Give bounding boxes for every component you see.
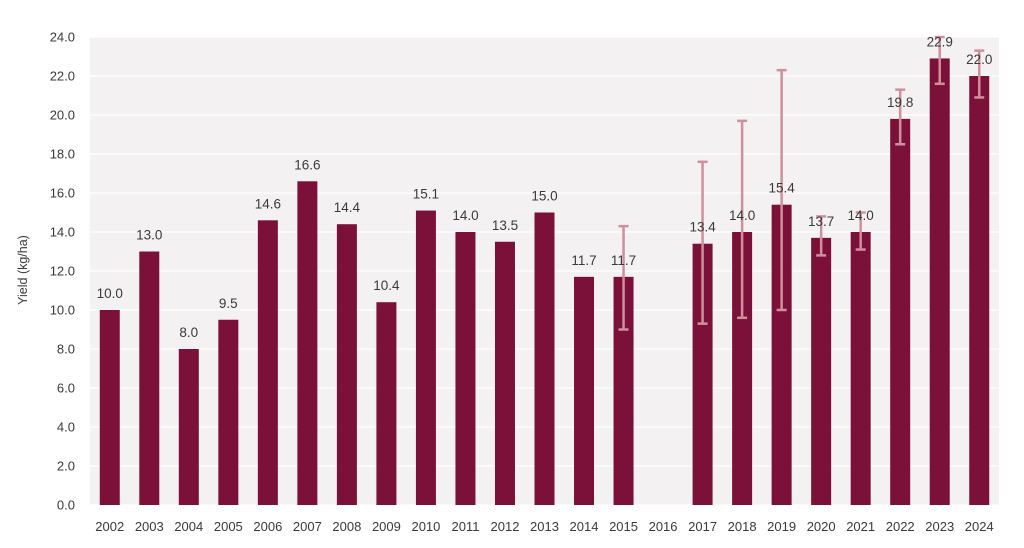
y-tick-label: 0.0 [57, 498, 75, 513]
x-tick-label: 2021 [846, 519, 875, 534]
x-tick-label: 2008 [332, 519, 361, 534]
x-tick-label: 2020 [807, 519, 836, 534]
x-tick-label: 2022 [886, 519, 915, 534]
x-tick-label: 2003 [135, 519, 164, 534]
x-tick-label: 2006 [253, 519, 282, 534]
bar-2010 [415, 210, 436, 506]
data-label-2015: 11.7 [611, 253, 636, 268]
bars [99, 58, 990, 506]
data-label-2004: 8.0 [179, 325, 198, 340]
y-tick-label: 8.0 [57, 342, 75, 357]
bar-2024 [969, 76, 990, 505]
y-tick-label: 20.0 [50, 108, 75, 123]
data-label-2002: 10.0 [97, 286, 123, 301]
y-tick-label: 24.0 [50, 30, 75, 45]
data-label-2011: 14.0 [452, 208, 478, 223]
y-tick-label: 12.0 [50, 264, 75, 279]
bar-2019 [771, 204, 792, 505]
data-label-2005: 9.5 [219, 296, 238, 311]
data-label-2019: 15.4 [768, 181, 795, 196]
data-label-2010: 15.1 [413, 187, 439, 202]
data-label-2017: 13.4 [689, 220, 716, 235]
data-label-2023: 22.9 [927, 34, 953, 49]
x-tick-label: 2023 [925, 519, 954, 534]
bar-2018 [732, 232, 753, 505]
bar-2009 [376, 302, 397, 505]
x-tick-label: 2014 [570, 519, 599, 534]
x-tick-label: 2015 [609, 519, 638, 534]
y-axis-label: Yield (kg/ha) [16, 235, 30, 305]
x-tick-label: 2019 [767, 519, 796, 534]
data-labels: 10.0 13.0 8.0 9.5 14.6 16.6 14.4 10.4 15.1 14.0 13… [97, 34, 993, 340]
y-axis-ticks: 0.0 2.0 4.0 6.0 8.0 10.0 12.0 14.0 16.0 18.0 20.0 2… [50, 30, 75, 513]
x-tick-label: 2013 [530, 519, 559, 534]
bar-2011 [455, 232, 476, 505]
bar-2002 [99, 310, 120, 505]
bar-2004 [178, 349, 199, 505]
bar-2014 [574, 276, 595, 505]
x-tick-label: 2010 [411, 519, 440, 534]
bar-2020 [811, 237, 832, 505]
bar-2006 [257, 220, 278, 506]
y-tick-label: 4.0 [57, 420, 75, 435]
bar-2021 [850, 232, 871, 505]
bar-2022 [890, 118, 911, 506]
x-tick-label: 2012 [491, 519, 520, 534]
data-label-2018: 14.0 [729, 208, 755, 223]
data-label-2021: 14.0 [848, 208, 874, 223]
bar-2012 [494, 241, 515, 505]
y-tick-label: 14.0 [50, 225, 75, 240]
y-tick-label: 10.0 [50, 303, 75, 318]
data-label-2020: 13.7 [808, 214, 834, 229]
y-tick-label: 18.0 [50, 147, 75, 162]
bar-2007 [297, 181, 318, 506]
data-label-2007: 16.6 [294, 157, 320, 172]
data-label-2008: 14.4 [334, 200, 361, 215]
x-tick-label: 2011 [451, 519, 479, 534]
x-tick-label: 2016 [649, 519, 678, 534]
bar-2015 [613, 276, 634, 505]
bar-2013 [534, 212, 555, 505]
data-label-2003: 13.0 [136, 228, 162, 243]
x-tick-label: 2018 [728, 519, 757, 534]
x-tick-label: 2005 [214, 519, 243, 534]
bar-2005 [218, 319, 239, 505]
x-tick-label: 2017 [688, 519, 717, 534]
data-label-2013: 15.0 [531, 189, 557, 204]
x-axis-ticks: 2002 2003 2004 2005 2006 2007 2008 2009 2010 2011… [95, 519, 993, 534]
x-tick-label: 2007 [293, 519, 322, 534]
bar-2017 [692, 243, 713, 505]
data-label-2014: 11.7 [571, 253, 596, 268]
data-label-2024: 22.0 [966, 52, 992, 67]
x-tick-label: 2009 [372, 519, 401, 534]
y-tick-label: 22.0 [50, 69, 75, 84]
bar-2003 [139, 251, 160, 505]
error-bars [618, 35, 985, 331]
bar-2008 [336, 224, 357, 505]
bar-2023 [929, 58, 950, 505]
y-tick-label: 6.0 [57, 381, 75, 396]
data-label-2012: 13.5 [492, 218, 518, 233]
data-label-2009: 10.4 [373, 278, 400, 293]
x-tick-label: 2004 [174, 519, 203, 534]
y-tick-label: 2.0 [57, 459, 75, 474]
x-tick-label: 2024 [965, 519, 994, 534]
y-tick-label: 16.0 [50, 186, 75, 201]
data-label-2022: 19.8 [887, 95, 913, 110]
data-label-2006: 14.6 [255, 196, 281, 211]
x-tick-label: 2002 [95, 519, 124, 534]
